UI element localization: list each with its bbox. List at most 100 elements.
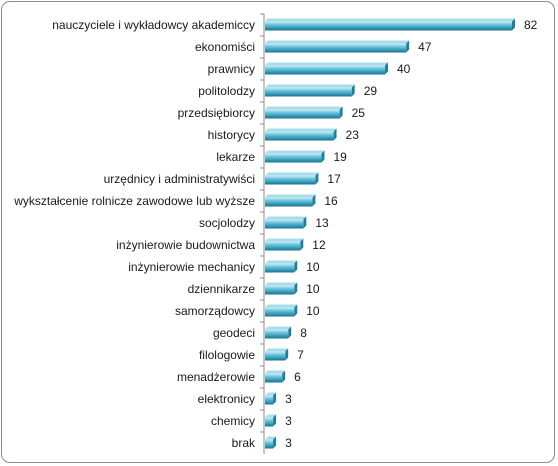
bar-top-face [265, 40, 410, 44]
value-label: 29 [364, 84, 378, 98]
value-label: 82 [524, 18, 538, 32]
bar-end-face [321, 150, 325, 163]
bar [265, 216, 307, 229]
bar-front-face [265, 153, 322, 163]
value-label: 16 [324, 194, 338, 208]
bar-end-face [312, 194, 316, 207]
bar [265, 348, 289, 361]
bar-top-face [265, 436, 277, 440]
bar-top-face [265, 106, 343, 110]
bar [265, 62, 388, 75]
category-label: filologowie [199, 348, 255, 362]
bar-top-face [265, 62, 388, 66]
value-label: 13 [315, 216, 329, 230]
bar-top-face [265, 282, 298, 286]
value-label: 3 [285, 414, 292, 428]
bar [265, 370, 286, 383]
bar-end-face [339, 106, 343, 119]
category-label: inżynierowie mechanicy [128, 260, 255, 274]
category-label: brak [232, 436, 256, 450]
category-label: dziennikarze [188, 282, 256, 296]
bar-top-face [265, 370, 286, 374]
bar-front-face [265, 197, 313, 207]
bar [265, 326, 292, 339]
category-label: lekarze [216, 150, 255, 164]
bar [265, 84, 355, 97]
bar-front-face [265, 219, 304, 229]
bar [265, 128, 337, 141]
value-label: 17 [327, 172, 341, 186]
bar-front-face [265, 373, 283, 383]
bar-front-face [265, 395, 274, 405]
bars-layer [260, 13, 515, 449]
bar [265, 40, 410, 53]
bar-end-face [273, 414, 277, 427]
bar-front-face [265, 263, 295, 273]
value-label: 47 [418, 40, 432, 54]
bar-end-face [351, 84, 355, 97]
bar-front-face [265, 329, 289, 339]
category-label: ekonomiści [195, 40, 255, 54]
bar-front-face [265, 307, 295, 317]
category-label: inżynierowie budownictwa [116, 238, 255, 252]
bar-end-face [406, 40, 410, 53]
bar-front-face [265, 21, 512, 31]
value-label: 7 [297, 348, 304, 362]
bar-front-face [265, 109, 340, 119]
value-label: 8 [300, 326, 307, 340]
category-labels: nauczyciele i wykładowcy akademiccy ekono… [13, 18, 256, 450]
bar-end-face [384, 62, 388, 75]
bar [265, 392, 277, 405]
category-label: nauczyciele i wykładowcy akademiccy [52, 18, 255, 32]
bar-top-face [265, 414, 277, 418]
bar-top-face [265, 84, 355, 88]
bar-end-face [294, 260, 298, 273]
bar-front-face [265, 87, 352, 97]
value-label: 40 [397, 62, 411, 76]
bar-front-face [265, 417, 274, 427]
value-label: 10 [306, 304, 320, 318]
bar [265, 260, 298, 273]
value-label: 23 [346, 128, 360, 142]
bar [265, 282, 298, 295]
bar-end-face [300, 238, 304, 251]
bar [265, 106, 343, 119]
bar-top-face [265, 260, 298, 264]
bar-front-face [265, 43, 407, 53]
category-label: geodeci [213, 326, 255, 340]
bar-front-face [265, 131, 334, 141]
category-label: samorządowcy [175, 304, 255, 318]
bar-top-face [265, 18, 515, 22]
bar-front-face [265, 241, 301, 251]
bar-top-face [265, 326, 292, 330]
value-label: 12 [312, 238, 326, 252]
value-label: 3 [285, 436, 292, 450]
category-label: prawnicy [208, 62, 255, 76]
category-label: politolodzy [198, 84, 255, 98]
bar [265, 18, 515, 31]
bar-top-face [265, 216, 307, 220]
bar-front-face [265, 175, 316, 185]
bar-top-face [265, 194, 316, 198]
bar-top-face [265, 238, 304, 242]
bar [265, 172, 319, 185]
bar [265, 194, 316, 207]
bar-top-face [265, 172, 319, 176]
bar-end-face [282, 370, 286, 383]
bar-front-face [265, 285, 295, 295]
value-label: 10 [306, 282, 320, 296]
category-label: elektronicy [198, 392, 255, 406]
bar-end-face [273, 436, 277, 449]
bar-end-face [512, 18, 515, 31]
bar-end-face [285, 348, 289, 361]
bar [265, 414, 277, 427]
category-label: urzędnicy i administratywiści [104, 172, 255, 186]
value-label: 19 [333, 150, 347, 164]
bar-top-face [265, 128, 337, 132]
bar-end-face [273, 392, 277, 405]
category-label: wykształcenie rolnicze zawodowe lub wyżs… [13, 194, 255, 208]
bar [265, 238, 304, 251]
